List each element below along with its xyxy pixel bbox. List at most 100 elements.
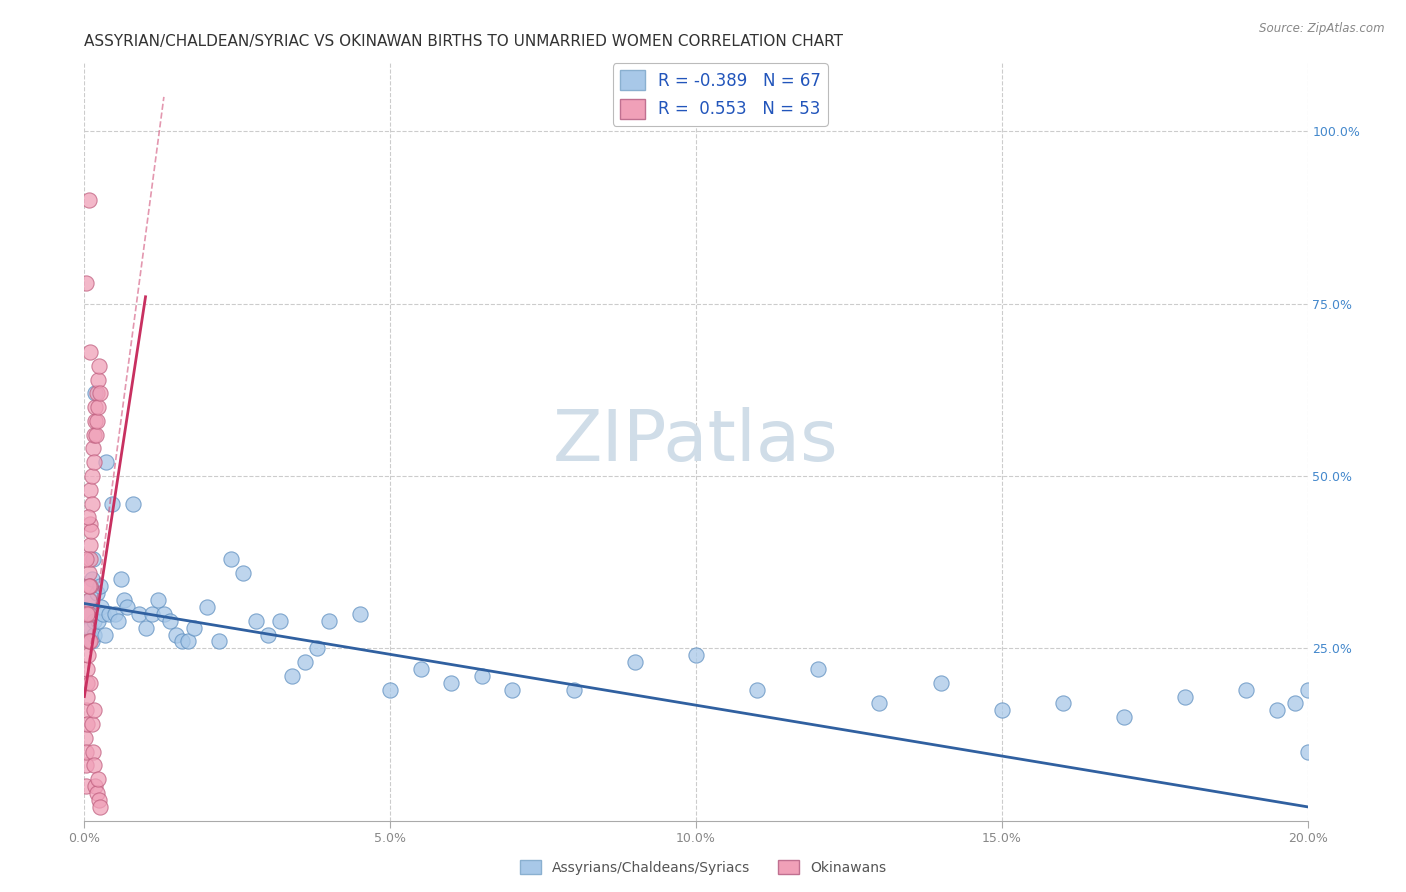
Point — [440, 675, 463, 690]
Point — [195, 599, 218, 614]
Point — [318, 614, 340, 628]
Point — [77, 579, 100, 593]
Point — [84, 400, 107, 414]
Point — [122, 497, 145, 511]
Point — [80, 469, 103, 483]
Point — [83, 427, 105, 442]
Point — [79, 483, 101, 497]
Legend: R = -0.389   N = 67, R =  0.553   N = 53: R = -0.389 N = 67, R = 0.553 N = 53 — [613, 63, 828, 126]
Point — [87, 372, 110, 386]
Point — [73, 731, 96, 745]
Point — [1174, 690, 1197, 704]
Point — [79, 621, 101, 635]
Point — [165, 627, 187, 641]
Point — [141, 607, 163, 621]
Point — [76, 675, 98, 690]
Point — [90, 599, 112, 614]
Point — [1265, 703, 1288, 717]
Point — [135, 621, 157, 635]
Point — [79, 675, 101, 690]
Point — [77, 194, 100, 208]
Point — [76, 690, 98, 704]
Point — [77, 510, 100, 524]
Point — [77, 566, 100, 580]
Text: ZIPatlas: ZIPatlas — [553, 407, 839, 476]
Point — [84, 427, 107, 442]
Point — [471, 669, 494, 683]
Point — [112, 593, 135, 607]
Point — [624, 655, 647, 669]
Point — [128, 607, 150, 621]
Point — [76, 607, 98, 621]
Point — [82, 551, 104, 566]
Point — [83, 414, 105, 428]
Point — [79, 551, 101, 566]
Point — [86, 586, 108, 600]
Point — [84, 386, 107, 401]
Point — [89, 579, 111, 593]
Text: Source: ZipAtlas.com: Source: ZipAtlas.com — [1260, 22, 1385, 36]
Point — [146, 593, 169, 607]
Point — [80, 573, 103, 587]
Point — [82, 634, 104, 648]
Point — [82, 497, 104, 511]
Point — [80, 524, 103, 538]
Point — [1114, 710, 1136, 724]
Point — [79, 517, 101, 532]
Point — [1296, 682, 1319, 697]
Point — [115, 599, 138, 614]
Point — [79, 634, 101, 648]
Point — [177, 634, 200, 648]
Point — [380, 682, 402, 697]
Point — [991, 703, 1014, 717]
Point — [257, 627, 280, 641]
Point — [79, 345, 101, 359]
Point — [87, 400, 110, 414]
Legend: Assyrians/Chaldeans/Syriacs, Okinawans: Assyrians/Chaldeans/Syriacs, Okinawans — [515, 855, 891, 880]
Point — [77, 621, 100, 635]
Point — [75, 551, 97, 566]
Point — [75, 703, 97, 717]
Point — [86, 414, 108, 428]
Point — [172, 634, 194, 648]
Point — [89, 386, 111, 401]
Point — [269, 614, 291, 628]
Point — [1296, 745, 1319, 759]
Point — [305, 641, 328, 656]
Point — [83, 627, 105, 641]
Point — [75, 779, 97, 793]
Point — [869, 697, 891, 711]
Point — [349, 607, 371, 621]
Point — [294, 655, 316, 669]
Point — [83, 758, 105, 772]
Point — [86, 786, 108, 800]
Point — [79, 538, 101, 552]
Point — [87, 772, 110, 787]
Point — [79, 579, 101, 593]
Point — [82, 745, 104, 759]
Point — [208, 634, 231, 648]
Point — [183, 621, 205, 635]
Point — [75, 745, 97, 759]
Point — [502, 682, 524, 697]
Point — [562, 682, 585, 697]
Point — [107, 614, 129, 628]
Point — [685, 648, 707, 663]
Point — [77, 648, 100, 663]
Point — [83, 614, 105, 628]
Point — [86, 386, 108, 401]
Point — [101, 497, 124, 511]
Point — [76, 717, 98, 731]
Point — [75, 276, 97, 290]
Point — [1284, 697, 1306, 711]
Point — [807, 662, 830, 676]
Point — [232, 566, 254, 580]
Point — [87, 359, 110, 373]
Point — [1052, 697, 1074, 711]
Point — [80, 717, 103, 731]
Point — [409, 662, 432, 676]
Point — [75, 758, 97, 772]
Point — [110, 573, 132, 587]
Point — [104, 607, 127, 621]
Point — [159, 614, 181, 628]
